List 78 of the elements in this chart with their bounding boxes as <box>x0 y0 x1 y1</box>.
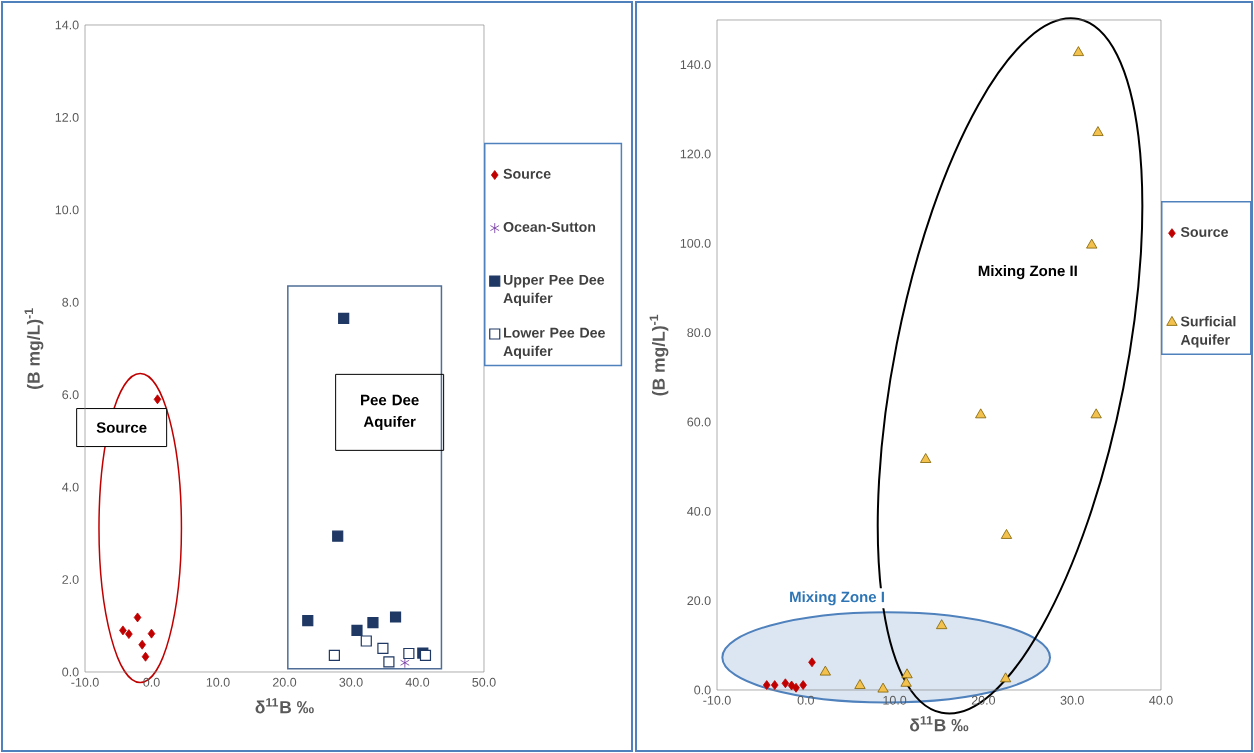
y-tick-label: 10.0 <box>55 205 79 215</box>
y-tick-label: 40.0 <box>687 506 711 516</box>
point <box>877 682 889 693</box>
point <box>1000 529 1013 539</box>
point <box>792 682 800 693</box>
point <box>351 624 363 636</box>
x-tick-label: 40.0 <box>1149 695 1173 705</box>
x-tick-label: 30.0 <box>1060 695 1084 705</box>
point <box>383 656 395 668</box>
point <box>901 668 913 679</box>
point <box>302 615 314 627</box>
x-tick-label: 50.0 <box>472 677 496 687</box>
annotation: Source <box>96 422 147 433</box>
x-axis-title: δ$^{11}$B ‰ <box>910 716 969 732</box>
x-tick-label: 0.0 <box>797 695 814 705</box>
point <box>125 629 133 639</box>
x-tick-label: -10.0 <box>703 695 731 705</box>
y-tick-label: 80.0 <box>687 328 711 338</box>
y-tick-label: 140.0 <box>680 60 711 70</box>
x-tick-label: 0.0 <box>143 677 160 687</box>
y-tick-label: 4.0 <box>62 482 79 492</box>
point <box>1092 126 1104 136</box>
point <box>770 680 779 690</box>
point <box>975 408 987 419</box>
point <box>1086 238 1098 249</box>
point <box>781 678 790 689</box>
legend-label: Upper Pee Dee Aquifer <box>503 274 605 306</box>
point <box>808 657 816 668</box>
y-tick-label: 0.0 <box>62 667 79 677</box>
y-tick-label: 6.0 <box>62 390 79 400</box>
y-tick-label: 8.0 <box>62 297 79 307</box>
annotation: Pee Dee Aquifer <box>361 394 419 430</box>
legend-label: Source <box>503 168 551 179</box>
point <box>1000 672 1012 683</box>
point <box>338 312 350 325</box>
point <box>936 619 948 630</box>
point <box>1072 46 1085 56</box>
point <box>900 676 912 687</box>
point <box>762 680 771 690</box>
point <box>389 611 402 623</box>
legend-label: Ocean-Sutton <box>503 221 596 232</box>
point <box>133 612 142 623</box>
point <box>367 616 379 629</box>
point <box>147 628 156 639</box>
y-tick-label: 20.0 <box>687 596 711 606</box>
y-tick-label: 12.0 <box>55 112 79 122</box>
annotation: Mixing Zone II <box>978 265 1077 280</box>
point <box>360 635 372 647</box>
y-tick-label: 60.0 <box>687 417 711 427</box>
y-tick-label: 0.0 <box>694 685 711 695</box>
legend-label: Lower Pee Dee Aquifer <box>503 327 605 359</box>
legend-label: Surficial Aquifer <box>1180 316 1236 348</box>
y-tick-label: 2.0 <box>62 575 79 584</box>
legend-label: Source <box>1180 226 1229 237</box>
point <box>377 642 389 655</box>
point <box>332 530 344 542</box>
point <box>1090 408 1102 419</box>
y-tick-label: 120.0 <box>680 149 711 159</box>
y-tick-label: 100.0 <box>680 238 711 248</box>
y-tick-label: 14.0 <box>55 20 79 30</box>
y-axis-title: (B mg/L)$^{-1}$ <box>649 314 669 396</box>
point <box>119 625 127 636</box>
point <box>328 649 340 661</box>
x-tick-label: 30.0 <box>339 677 363 687</box>
point <box>819 665 831 676</box>
point <box>854 679 866 689</box>
y-axis-title: (B mg/L)$^{-1}$ <box>24 308 44 389</box>
x-tick-label: 20.0 <box>272 677 297 687</box>
x-axis-title: δ$^{11}$B ‰ <box>255 698 314 714</box>
point <box>920 453 932 463</box>
x-tick-label: -10.0 <box>71 677 99 687</box>
point <box>153 394 162 405</box>
point <box>141 651 150 662</box>
annotation: Mixing Zone I <box>790 591 884 606</box>
point <box>799 680 807 690</box>
x-tick-label: 40.0 <box>405 677 430 687</box>
x-tick-label: 10.0 <box>206 677 230 687</box>
point <box>138 639 146 650</box>
